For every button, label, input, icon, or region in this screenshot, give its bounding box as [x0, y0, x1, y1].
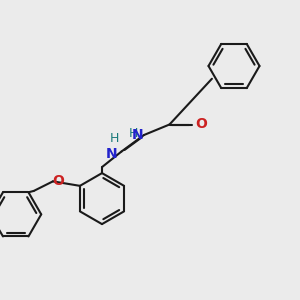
Text: H: H: [129, 127, 138, 140]
Text: N: N: [105, 148, 117, 161]
Text: N: N: [132, 128, 143, 142]
Text: O: O: [52, 174, 64, 188]
Text: H: H: [109, 132, 119, 146]
Text: O: O: [196, 118, 208, 131]
